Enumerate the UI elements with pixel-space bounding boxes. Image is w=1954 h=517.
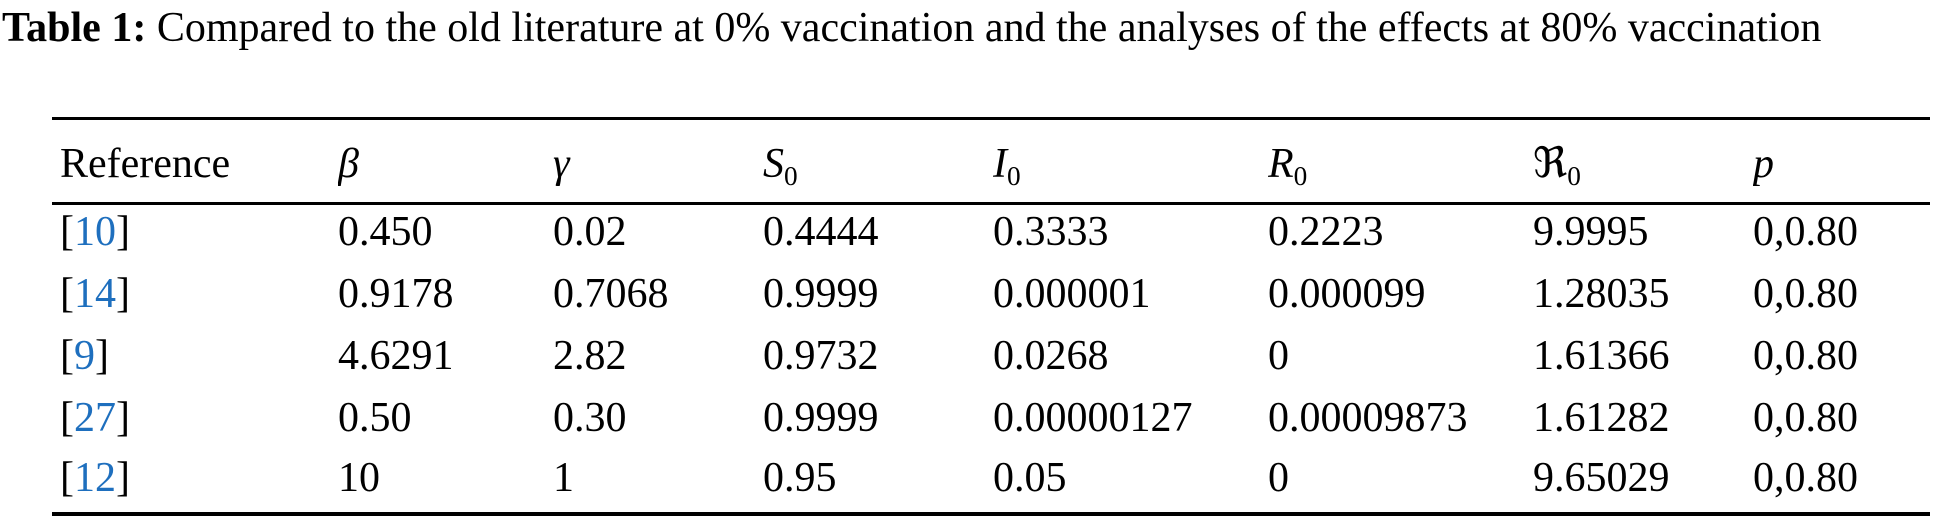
reference-cell: [9]: [52, 328, 338, 390]
caption-text: Compared to the old literature at 0% vac…: [146, 5, 1822, 51]
bracket-close: ]: [116, 454, 130, 501]
table-row: [12] 10 1 0.95 0.05 0 9.65029 0,0.80: [52, 452, 1930, 514]
cell-I0: 0.000001: [993, 270, 1151, 317]
cell-R0: 0: [1268, 332, 1289, 379]
column-header-Rn0: ℜ0: [1533, 118, 1753, 205]
cell-gamma: 1: [553, 454, 574, 501]
cell-gamma: 0.7068: [553, 270, 669, 317]
cell-beta: 0.9178: [338, 270, 454, 317]
bracket-close: ]: [116, 270, 130, 317]
cell-S0: 0.9999: [763, 394, 879, 441]
reference-cell: [12]: [52, 452, 338, 514]
cell-p: 0,0.80: [1753, 394, 1858, 441]
table-row: [10] 0.450 0.02 0.4444 0.3333 0.2223 9.9995 0,0…: [52, 204, 1930, 266]
cell-I0: 0.05: [993, 454, 1067, 501]
cell-S0: 0.9999: [763, 270, 879, 317]
cell-p: 0,0.80: [1753, 332, 1858, 379]
cell-gamma: 0.30: [553, 394, 627, 441]
table-header-row: Reference β γ S0 I0 R0 ℜ0 p: [52, 118, 1930, 205]
cell-p: 0,0.80: [1753, 270, 1858, 317]
cell-Rn0: 1.28035: [1533, 270, 1670, 317]
cell-R0: 0.000099: [1268, 270, 1426, 317]
cell-Rn0: 1.61366: [1533, 332, 1670, 379]
bracket-open: [: [60, 208, 74, 255]
citation-link[interactable]: 10: [74, 208, 116, 255]
table-row: [14] 0.9178 0.7068 0.9999 0.000001 0.000099 1.…: [52, 266, 1930, 328]
cell-S0: 0.95: [763, 454, 837, 501]
column-header-beta: β: [338, 118, 553, 205]
cell-p: 0,0.80: [1753, 208, 1858, 255]
cell-S0: 0.4444: [763, 208, 879, 255]
cell-beta: 0.50: [338, 394, 412, 441]
cell-beta: 0.450: [338, 208, 433, 255]
caption-label: Table 1:: [2, 5, 147, 51]
bracket-close: ]: [95, 332, 109, 379]
cell-I0: 0.0268: [993, 332, 1109, 379]
table-row: [9] 4.6291 2.82 0.9732 0.0268 0 1.61366 0,0.80: [52, 328, 1930, 390]
column-header-R0: R0: [1268, 118, 1533, 205]
citation-link[interactable]: 27: [74, 394, 116, 441]
bracket-open: [: [60, 270, 74, 317]
cell-R0: 0: [1268, 454, 1289, 501]
citation-link[interactable]: 14: [74, 270, 116, 317]
column-header-S0: S0: [763, 118, 993, 205]
data-table: Reference β γ S0 I0 R0 ℜ0 p [10] 0.450 0.02 0.4444…: [52, 117, 1930, 516]
cell-R0: 0.2223: [1268, 208, 1384, 255]
cell-beta: 4.6291: [338, 332, 454, 379]
cell-I0: 0.00000127: [993, 394, 1193, 441]
cell-beta: 10: [338, 454, 380, 501]
cell-gamma: 2.82: [553, 332, 627, 379]
column-header-p: p: [1753, 118, 1930, 205]
bracket-close: ]: [116, 394, 130, 441]
cell-Rn0: 1.61282: [1533, 394, 1670, 441]
cell-Rn0: 9.65029: [1533, 454, 1670, 501]
column-header-I0: I0: [993, 118, 1268, 205]
bracket-open: [: [60, 332, 74, 379]
bracket-close: ]: [116, 208, 130, 255]
table-row: [27] 0.50 0.30 0.9999 0.00000127 0.00009873 1.…: [52, 390, 1930, 452]
column-header-reference: Reference: [52, 118, 338, 205]
cell-Rn0: 9.9995: [1533, 208, 1649, 255]
cell-S0: 0.9732: [763, 332, 879, 379]
reference-cell: [27]: [52, 390, 338, 452]
cell-gamma: 0.02: [553, 208, 627, 255]
bracket-open: [: [60, 394, 74, 441]
cell-p: 0,0.80: [1753, 454, 1858, 501]
cell-R0: 0.00009873: [1268, 394, 1468, 441]
cell-I0: 0.3333: [993, 208, 1109, 255]
bracket-open: [: [60, 454, 74, 501]
citation-link[interactable]: 9: [74, 332, 95, 379]
reference-cell: [14]: [52, 266, 338, 328]
reference-cell: [10]: [52, 204, 338, 266]
table-caption: Table 1: Compared to the old literature …: [0, 0, 1954, 54]
column-header-gamma: γ: [553, 118, 763, 205]
citation-link[interactable]: 12: [74, 454, 116, 501]
